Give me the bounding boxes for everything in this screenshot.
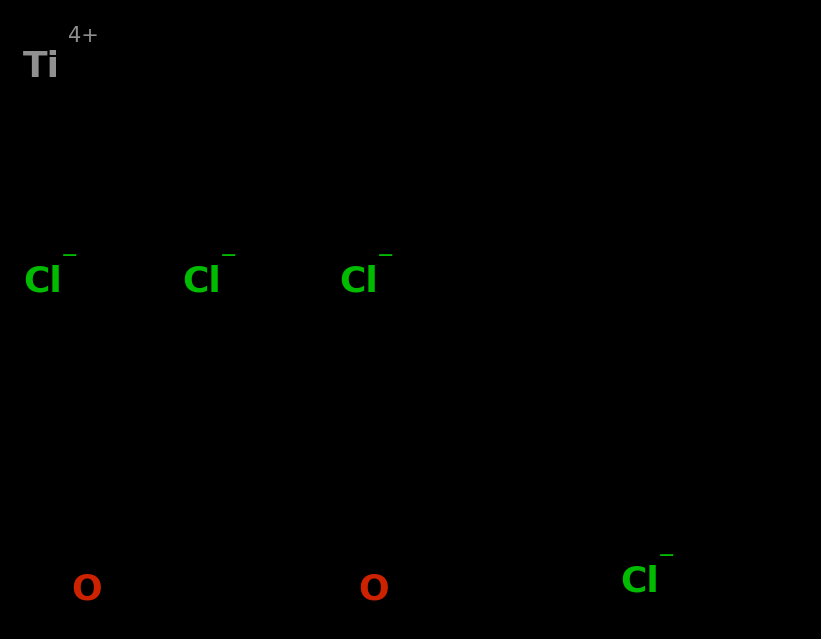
Text: 4+: 4+	[68, 26, 99, 47]
Text: Cl: Cl	[23, 264, 62, 298]
Text: −: −	[377, 245, 394, 266]
Text: Cl: Cl	[620, 564, 658, 599]
Text: O: O	[358, 572, 389, 606]
Text: −: −	[61, 245, 78, 266]
Text: −: −	[658, 546, 675, 566]
Text: Cl: Cl	[182, 264, 221, 298]
Text: Ti: Ti	[23, 50, 60, 84]
Text: O: O	[71, 572, 102, 606]
Text: Cl: Cl	[339, 264, 378, 298]
Text: −: −	[220, 245, 237, 266]
